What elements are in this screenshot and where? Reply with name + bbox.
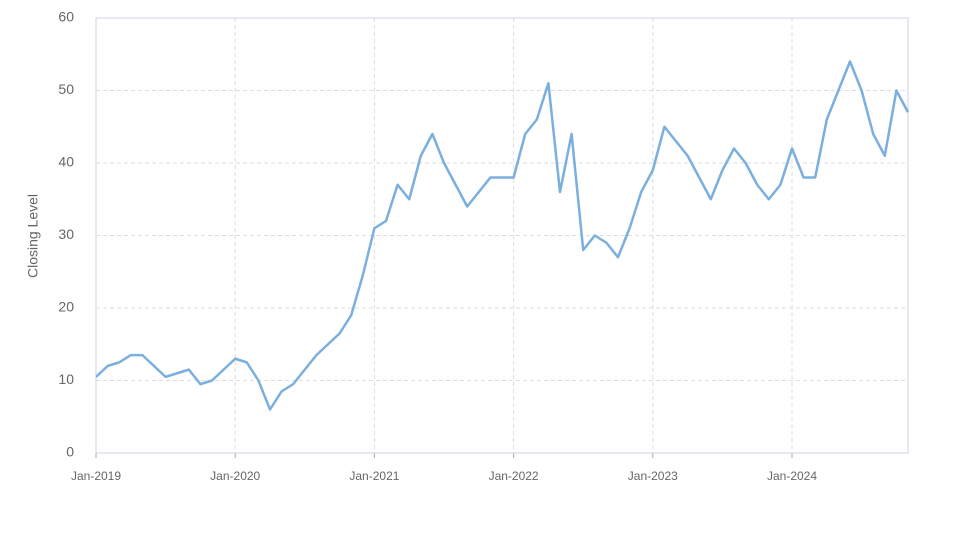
line bbox=[95, 60, 910, 411]
y-tick-label: 50 bbox=[58, 81, 74, 97]
y-tick-label: 30 bbox=[58, 226, 74, 242]
x-tick-label: Jan-2020 bbox=[210, 469, 260, 483]
x-tick-label: Jan-2019 bbox=[71, 469, 121, 483]
y-tick-label: 10 bbox=[58, 371, 74, 387]
x-tick-label: Jan-2024 bbox=[767, 469, 817, 483]
y-axis-label: Closing Level bbox=[25, 194, 41, 278]
y-tick-label: 60 bbox=[58, 9, 74, 25]
x-tick-label: Jan-2022 bbox=[489, 469, 539, 483]
plot-border bbox=[95, 17, 909, 454]
y-tick-label: 20 bbox=[58, 299, 74, 315]
x-tick-label: Jan-2021 bbox=[349, 469, 399, 483]
y-tick-label: 40 bbox=[58, 154, 74, 170]
y-tick-label: 0 bbox=[66, 444, 74, 460]
x-tick-label: Jan-2023 bbox=[628, 469, 678, 483]
